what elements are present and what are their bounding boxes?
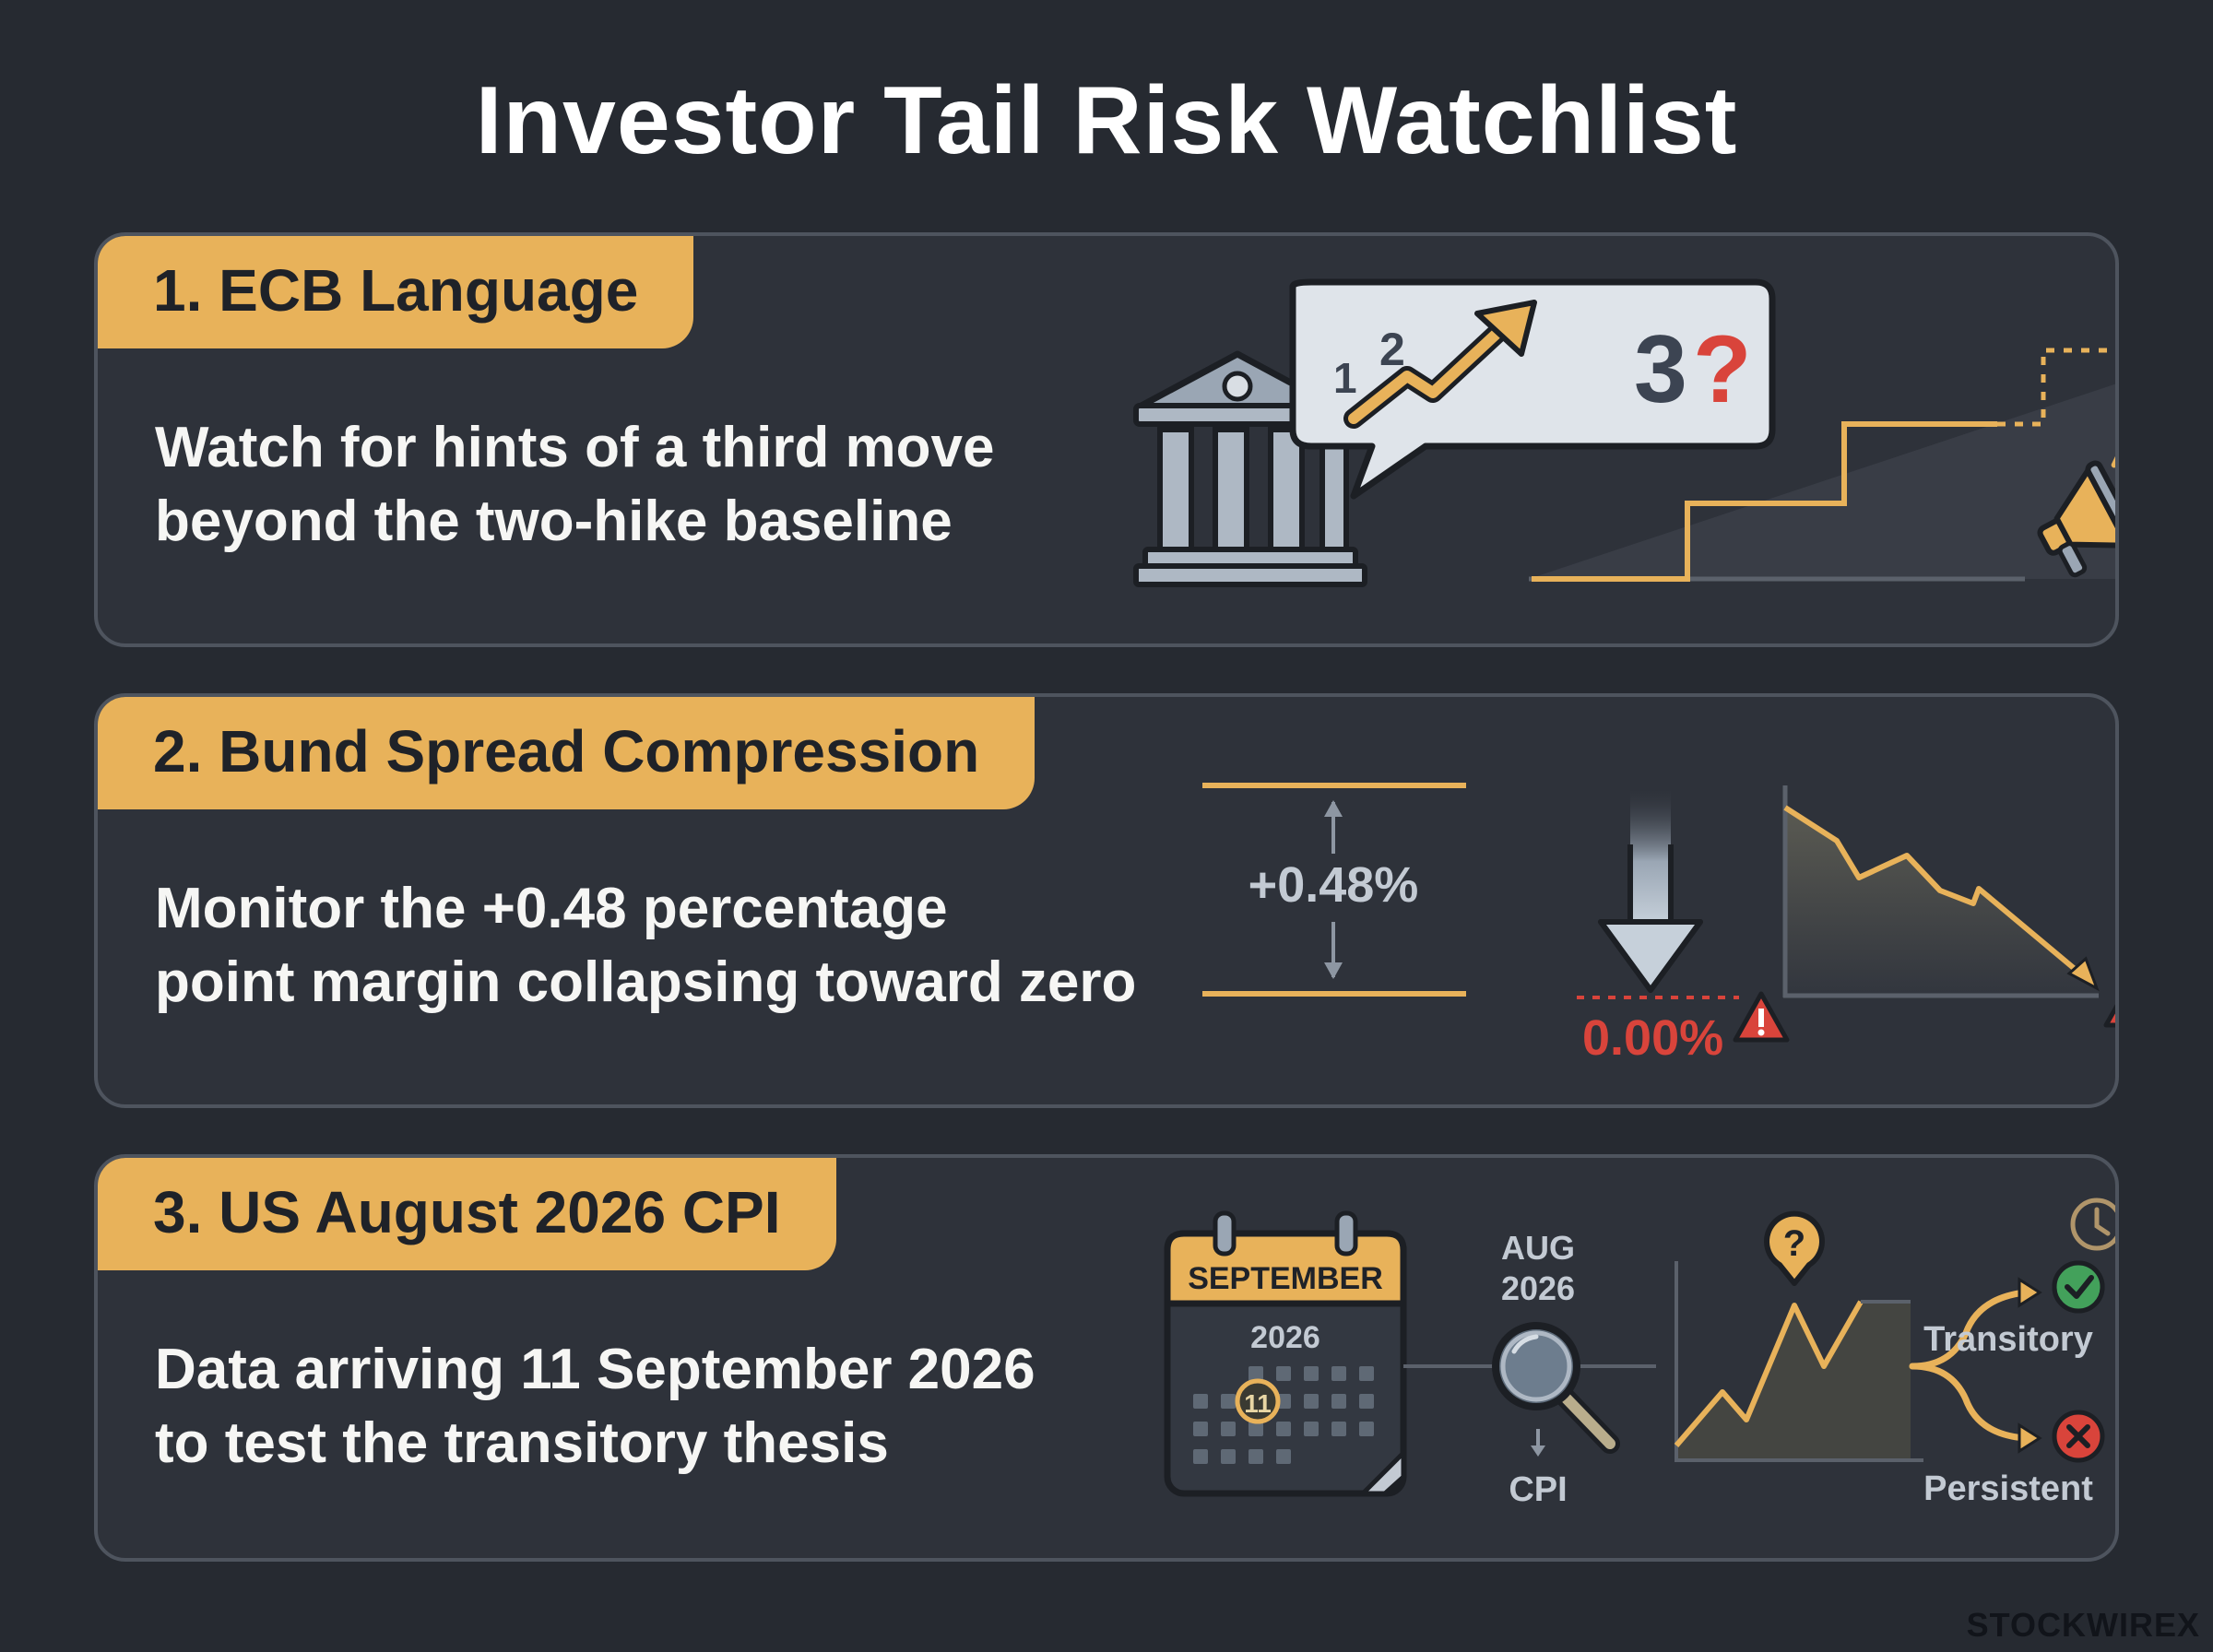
question-pin-icon: ? (1764, 1210, 1825, 1286)
card-body-text: Data arriving 11 September 2026 to test … (155, 1333, 1132, 1481)
cpi-line-chart-icon (1674, 1261, 1923, 1462)
staircase-chart-icon (1529, 348, 2115, 582)
warning-icon (1733, 991, 1790, 1043)
bubble-digit: 3 (1634, 316, 1687, 423)
clock-icon (2070, 1198, 2115, 1251)
trend-up-arrow-icon (1343, 300, 1537, 429)
data-month: AUG (1501, 1229, 1575, 1267)
data-year: 2026 (1501, 1269, 1575, 1307)
branch-arrows (1909, 1277, 2042, 1454)
speech-bubble-icon: 1 2 3 ? (1289, 278, 1776, 500)
body-line: Monitor the +0.48 percentage (155, 877, 948, 940)
check-icon (2052, 1260, 2105, 1314)
calendar-icon: SEPTEMBER 2026 11 (1164, 1210, 1407, 1497)
bubble-digit: 1 (1333, 354, 1357, 402)
cpi-illustration: SEPTEMBER 2026 11 AUG 2026 CPI (1164, 1210, 2105, 1509)
card-bund-spread: 2. Bund Spread Compression Monitor the +… (94, 693, 2119, 1108)
card-tab-label: 2. Bund Spread Compression (98, 697, 1035, 809)
data-label: CPI (1509, 1470, 1567, 1509)
calendar-day: 11 (1244, 1389, 1272, 1418)
zero-value-label: 0.00% (1582, 1010, 1723, 1066)
page-title: Investor Tail Risk Watchlist (475, 67, 1738, 174)
spread-value-label: +0.48% (1249, 857, 1419, 913)
body-line: point margin collapsing toward zero (155, 950, 1137, 1014)
down-arrow-icon (1598, 785, 1703, 993)
card-tab-label: 1. ECB Language (98, 236, 694, 348)
calendar-year: 2026 (1250, 1320, 1320, 1355)
ecb-illustration: 1 2 3 ? (1133, 278, 2115, 587)
calendar-month: SEPTEMBER (1188, 1261, 1383, 1296)
magnifier-icon (1492, 1322, 1620, 1454)
declining-line-chart-icon (1782, 785, 2100, 998)
cpi-outcomes (2052, 1198, 2115, 1463)
body-line: Watch for hints of a third move (155, 416, 995, 479)
card-tab-label: 3. US August 2026 CPI (98, 1158, 836, 1270)
card-body-text: Watch for hints of a third move beyond t… (155, 411, 1077, 559)
question-mark: ? (1783, 1223, 1805, 1264)
megaphone-icon (2037, 439, 2115, 578)
bubble-digit: 2 (1379, 324, 1405, 375)
card-ecb-language: 1. ECB Language Watch for hints of a thi… (94, 232, 2119, 647)
outcome-transitory-label: Transitory (1923, 1320, 2093, 1359)
card-us-cpi: 3. US August 2026 CPI Data arriving 11 S… (94, 1154, 2119, 1562)
bubble-question: ? (1693, 316, 1752, 423)
central-bank-icon (1133, 350, 1367, 587)
card-body-text: Monitor the +0.48 percentage point margi… (155, 872, 1261, 1020)
calendar-grid (1193, 1366, 1374, 1464)
body-line: beyond the two-hike baseline (155, 490, 953, 553)
outcome-persistent-label: Persistent (1923, 1469, 2093, 1508)
watermark-logo: STOCKWIREX (1966, 1606, 2200, 1644)
bund-illustration: +0.48% 0.00% (1202, 783, 2115, 1066)
warning-icon (2103, 1004, 2115, 1028)
cross-icon (2052, 1410, 2105, 1463)
body-line: to test the transitory thesis (155, 1411, 889, 1475)
double-arrow-icon (1324, 800, 1343, 979)
body-line: Data arriving 11 September 2026 (155, 1338, 1035, 1401)
